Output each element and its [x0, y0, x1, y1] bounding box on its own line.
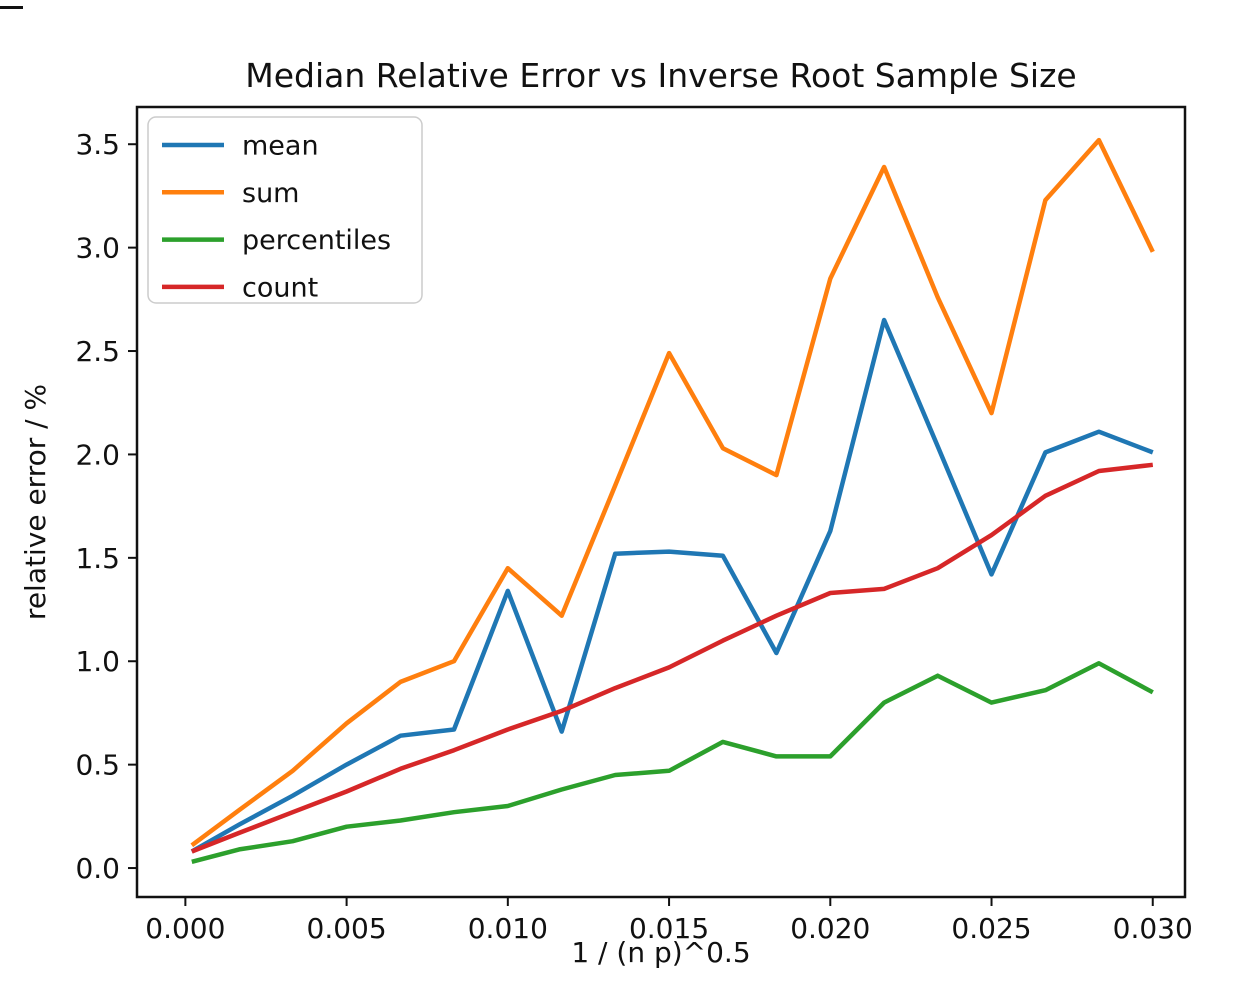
- series-line-count: [190, 462, 1154, 854]
- screen-artifact-dash: [0, 6, 23, 9]
- y-axis-label: relative error / %: [19, 384, 52, 620]
- x-tick-label: 0.005: [307, 912, 387, 945]
- y-tick-label: 1.0: [75, 645, 120, 678]
- y-tick-label: 2.0: [75, 438, 120, 471]
- legend-label-sum: sum: [242, 178, 299, 209]
- x-tick-label: 0.020: [790, 912, 870, 945]
- y-tick-label: 3.5: [75, 128, 120, 161]
- legend-label-count: count: [242, 272, 318, 303]
- x-axis-label: 1 / (n p)^0.5: [571, 936, 750, 969]
- y-tick-label: 0.0: [75, 852, 120, 885]
- legend: mean sum percentiles count: [147, 116, 423, 304]
- series-line-mean: [190, 317, 1154, 854]
- x-tick-label: 0.025: [951, 912, 1031, 945]
- axis-ticks: 0.000 0.005 0.010 0.015 0.020 0.025 0.030 0.0 0.…: [75, 128, 1192, 945]
- y-tick-label: 2.5: [75, 335, 120, 368]
- series-lines: [190, 137, 1155, 864]
- x-tick-label: 0.010: [468, 912, 548, 945]
- plot-border: [135, 105, 1187, 899]
- legend-label-mean: mean: [242, 131, 319, 162]
- x-tick-label: 0.000: [145, 912, 225, 945]
- series-line-sum: [190, 137, 1155, 848]
- y-tick-label: 1.5: [75, 542, 120, 575]
- y-tick-label: 0.5: [75, 749, 120, 782]
- chart-title: Median Relative Error vs Inverse Root Sa…: [245, 56, 1076, 95]
- x-tick-label: 0.015: [629, 912, 709, 945]
- legend-label-percentiles: percentiles: [242, 225, 391, 256]
- legend-box: [147, 116, 423, 304]
- y-tick-label: 3.0: [75, 232, 120, 265]
- x-tick-label: 0.030: [1113, 912, 1193, 945]
- series-line-percentiles: [191, 661, 1154, 864]
